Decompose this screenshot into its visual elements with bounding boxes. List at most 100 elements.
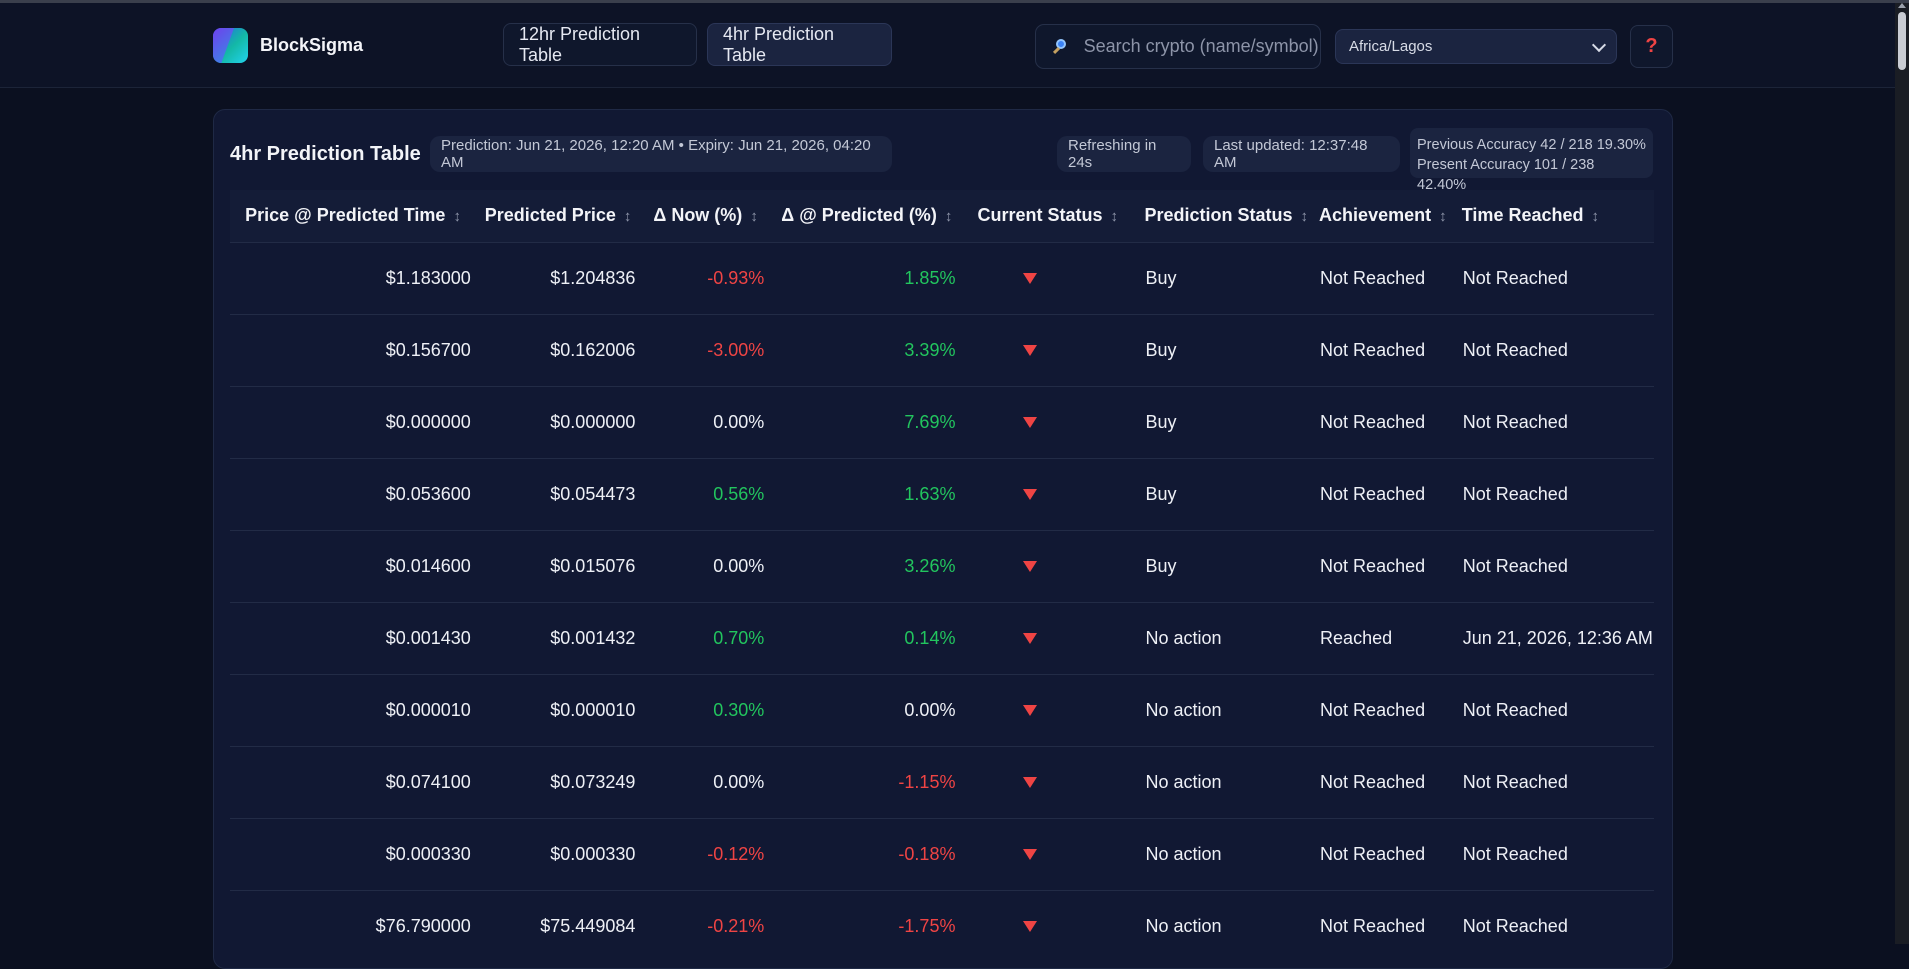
delta-predicted-cell: -0.18%	[898, 843, 956, 864]
predicted-price-cell: $0.000000	[550, 411, 636, 432]
row-spacer	[230, 242, 245, 314]
sort-icon[interactable]: ↕	[453, 208, 461, 226]
row-gap	[956, 386, 1010, 458]
sort-icon[interactable]: ↕	[1110, 208, 1118, 226]
delta-now-cell: 0.00%	[713, 555, 765, 576]
predicted-price-cell: $0.000330	[550, 843, 636, 864]
column-header-time-reached[interactable]: Time Reached ↕	[1462, 190, 1654, 242]
delta-now-cell: 0.00%	[713, 411, 765, 432]
brand[interactable]: BlockSigma	[213, 28, 363, 63]
predicted-price-cell: $0.000010	[550, 699, 636, 720]
down-triangle-icon	[1022, 272, 1037, 284]
table-body: $1.183000 $1.204836 -0.93% 1.85% Buy Not Reac…	[230, 242, 1654, 944]
achievement-cell: Not Reached	[1320, 483, 1426, 504]
tab-4hr-prediction[interactable]: 4hr Prediction Table	[707, 23, 892, 66]
column-label: Achievement	[1319, 205, 1432, 226]
sort-icon[interactable]: ↕	[1300, 208, 1309, 226]
sort-icon[interactable]: ↕	[944, 208, 953, 226]
current-status-cell	[1011, 242, 1145, 314]
column-header-achievement[interactable]: Achievement ↕	[1319, 190, 1462, 242]
price-at-predicted-time-cell: $0.053600	[385, 483, 471, 504]
column-header-price-at-predicted-time[interactable]: Price @ Predicted Time ↕	[245, 190, 472, 242]
time-reached-cell: Not Reached	[1462, 771, 1568, 792]
prediction-status-cell: Buy	[1145, 555, 1177, 576]
predicted-price-cell: $75.449084	[540, 915, 636, 936]
price-at-predicted-time-cell: $76.790000	[375, 915, 471, 936]
achievement-cell: Not Reached	[1320, 267, 1426, 288]
down-triangle-icon	[1022, 776, 1037, 788]
search-box[interactable]	[1035, 24, 1321, 69]
column-header-current-status[interactable]: Current Status ↕	[956, 190, 1144, 242]
table-header-row: Price @ Predicted Time ↕ Predicted Price ↕…	[230, 190, 1654, 242]
window-top-border	[0, 0, 1909, 3]
row-spacer	[230, 674, 245, 746]
prediction-status-cell: No action	[1145, 627, 1222, 648]
table-row[interactable]: $0.074100 $0.073249 0.00% -1.15% No action No…	[230, 746, 1654, 818]
search-input[interactable]	[1081, 35, 1320, 58]
delta-predicted-cell: 3.39%	[904, 339, 956, 360]
column-label: Predicted Price	[484, 205, 616, 226]
time-reached-cell: Not Reached	[1462, 339, 1568, 360]
table-row[interactable]: $0.014600 $0.015076 0.00% 3.26% Buy Not Reach…	[230, 530, 1654, 602]
table-row[interactable]: $0.000330 $0.000330 -0.12% -0.18% No action N…	[230, 818, 1654, 890]
sort-icon[interactable]: ↕	[750, 208, 758, 226]
previous-accuracy: Previous Accuracy 42 / 218 19.30%	[1417, 137, 1646, 153]
sort-icon[interactable]: ↕	[623, 208, 632, 226]
column-header-delta-predicted[interactable]: Δ @ Predicted (%) ↕	[765, 190, 956, 242]
delta-predicted-cell: -1.75%	[898, 915, 956, 936]
delta-predicted-cell: 3.26%	[904, 555, 956, 576]
column-header-predicted-price[interactable]: Predicted Price ↕	[472, 190, 637, 242]
table-row[interactable]: $0.053600 $0.054473 0.56% 1.63% Buy Not Reach…	[230, 458, 1654, 530]
column-header-prediction-status[interactable]: Prediction Status ↕	[1145, 190, 1320, 242]
time-reached-cell: Not Reached	[1462, 915, 1568, 936]
table-viewport: Price @ Predicted Time ↕ Predicted Price ↕…	[230, 190, 1654, 944]
table-row[interactable]: $0.001430 $0.001432 0.70% 0.14% No action Rea…	[230, 602, 1654, 674]
time-reached-cell: Not Reached	[1462, 699, 1568, 720]
table-row[interactable]: $0.000000 $0.000000 0.00% 7.69% Buy Not Reach…	[230, 386, 1654, 458]
prediction-status-cell: No action	[1145, 915, 1222, 936]
page-scrollbar[interactable]	[1895, 3, 1909, 944]
achievement-cell: Reached	[1320, 627, 1393, 648]
predicted-price-cell: $0.054473	[550, 483, 636, 504]
column-header-delta-now[interactable]: Δ Now (%) ↕	[636, 190, 765, 242]
row-gap	[956, 458, 1010, 530]
price-at-predicted-time-cell: $0.014600	[385, 555, 471, 576]
column-label: Δ @ Predicted (%)	[781, 205, 937, 226]
prediction-status-cell: No action	[1145, 771, 1222, 792]
accuracy-box: Previous Accuracy 42 / 218 19.30% Presen…	[1410, 128, 1653, 193]
price-at-predicted-time-cell: $0.000330	[385, 843, 471, 864]
help-button[interactable]: ?	[1630, 25, 1673, 68]
delta-now-cell: -0.12%	[707, 843, 765, 864]
sort-icon[interactable]: ↕	[1591, 208, 1600, 226]
delta-predicted-cell: 1.85%	[904, 267, 956, 288]
time-reached-cell: Not Reached	[1462, 843, 1568, 864]
current-status-cell	[1011, 386, 1145, 458]
table-row[interactable]: $0.000010 $0.000010 0.30% 0.00% No action Not…	[230, 674, 1654, 746]
row-gap	[956, 602, 1010, 674]
row-gap	[956, 314, 1010, 386]
column-label: Price @ Predicted Time	[245, 205, 446, 226]
time-reached-cell: Not Reached	[1462, 555, 1568, 576]
delta-now-cell: 0.70%	[713, 627, 765, 648]
row-spacer	[230, 386, 245, 458]
delta-predicted-cell: 0.14%	[904, 627, 956, 648]
timezone-select[interactable]: Africa/Lagos	[1335, 29, 1617, 64]
achievement-cell: Not Reached	[1320, 699, 1426, 720]
table-row[interactable]: $1.183000 $1.204836 -0.93% 1.85% Buy Not Reac…	[230, 242, 1654, 314]
price-at-predicted-time-cell: $0.001430	[385, 627, 471, 648]
prediction-panel	[213, 109, 1673, 969]
row-spacer	[230, 314, 245, 386]
tab-12hr-prediction[interactable]: 12hr Prediction Table	[503, 23, 697, 66]
time-reached-cell: Jun 21, 2026, 12:36 AM	[1462, 627, 1653, 648]
table-row[interactable]: $76.790000 $75.449084 -0.21% -1.75% No actio…	[230, 890, 1654, 944]
sort-icon[interactable]: ↕	[1439, 208, 1447, 226]
achievement-cell: Not Reached	[1320, 339, 1426, 360]
row-spacer	[230, 818, 245, 890]
scroll-up-arrow-icon[interactable]	[1898, 3, 1906, 8]
price-at-predicted-time-cell: $0.074100	[385, 771, 471, 792]
table-row[interactable]: $0.156700 $0.162006 -3.00% 3.39% Buy Not Reac…	[230, 314, 1654, 386]
row-gap	[956, 242, 1010, 314]
down-triangle-icon	[1022, 920, 1037, 932]
time-reached-cell: Not Reached	[1462, 483, 1568, 504]
scrollbar-thumb[interactable]	[1898, 12, 1906, 70]
